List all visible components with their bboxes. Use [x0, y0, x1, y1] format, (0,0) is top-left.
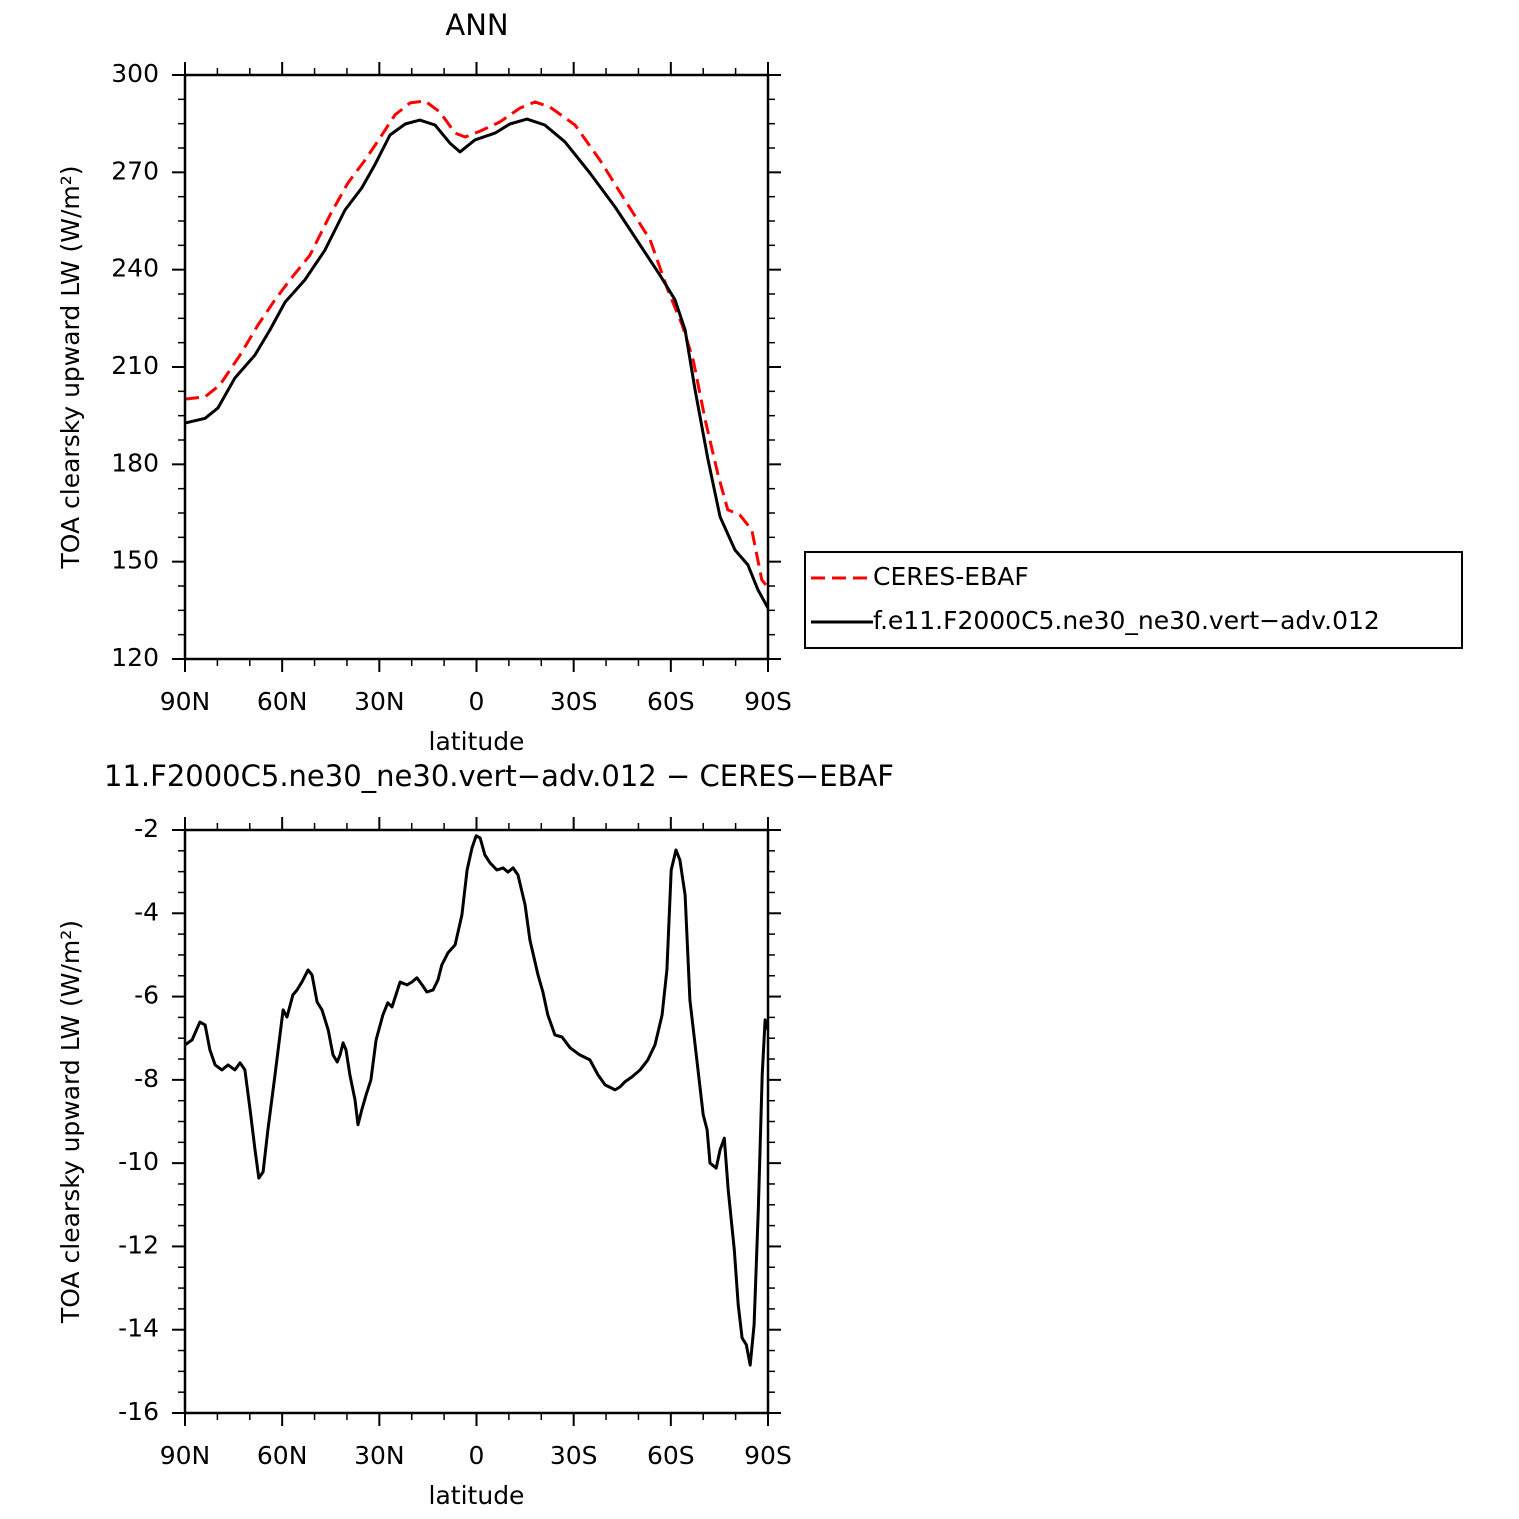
- y-axis-label: TOA clearsky upward LW (W/m²): [56, 920, 85, 1324]
- x-tick-label: 30S: [550, 687, 598, 716]
- y-tick-label: 180: [111, 448, 159, 477]
- data-line: [184, 834, 770, 1367]
- x-tick-label: 60S: [647, 1441, 695, 1470]
- y-tick-label: 270: [111, 156, 159, 185]
- chart-title: ANN: [445, 8, 508, 42]
- y-tick-label: 120: [111, 643, 159, 672]
- y-tick-label: 210: [111, 351, 159, 380]
- x-tick-label: 60N: [257, 1441, 308, 1470]
- legend-label: CERES-EBAF: [873, 562, 1029, 591]
- y-tick-label: -10: [118, 1147, 159, 1176]
- x-tick-label: 90S: [744, 687, 792, 716]
- plot-frame: [183, 73, 770, 661]
- x-tick-label: 0: [469, 1441, 485, 1470]
- x-axis-label: latitude: [429, 1481, 525, 1510]
- x-tick-label: 30S: [550, 1441, 598, 1470]
- x-tick-label: 30N: [354, 687, 405, 716]
- y-tick-label: -4: [134, 897, 159, 926]
- legend-label: f.e11.F2000C5.ne30_ne30.vert−adv.012: [873, 606, 1380, 635]
- x-tick-label: 60N: [257, 687, 308, 716]
- y-tick-label: -12: [118, 1230, 159, 1259]
- y-tick-label: 150: [111, 546, 159, 575]
- y-tick-label: -16: [118, 1397, 159, 1426]
- data-line: [184, 117, 770, 609]
- x-tick-label: 60S: [647, 687, 695, 716]
- x-tick-label: 0: [469, 687, 485, 716]
- chart-title: 11.F2000C5.ne30_ne30.vert−adv.012 − CERE…: [104, 759, 894, 793]
- x-tick-label: 90S: [744, 1441, 792, 1470]
- x-tick-label: 30N: [354, 1441, 405, 1470]
- x-tick-label: 90N: [160, 1441, 211, 1470]
- y-tick-label: -14: [118, 1314, 159, 1343]
- y-tick-label: 240: [111, 254, 159, 283]
- plot-frame: [183, 828, 770, 1415]
- y-tick-label: 300: [111, 59, 159, 88]
- y-tick-label: -6: [134, 981, 159, 1010]
- y-axis-label: TOA clearsky upward LW (W/m²): [56, 165, 85, 569]
- x-axis-label: latitude: [429, 727, 525, 756]
- y-tick-label: -2: [134, 814, 159, 843]
- x-tick-label: 90N: [160, 687, 211, 716]
- data-line: [184, 99, 770, 589]
- legend-box: [804, 551, 1463, 649]
- y-tick-label: -8: [134, 1064, 159, 1093]
